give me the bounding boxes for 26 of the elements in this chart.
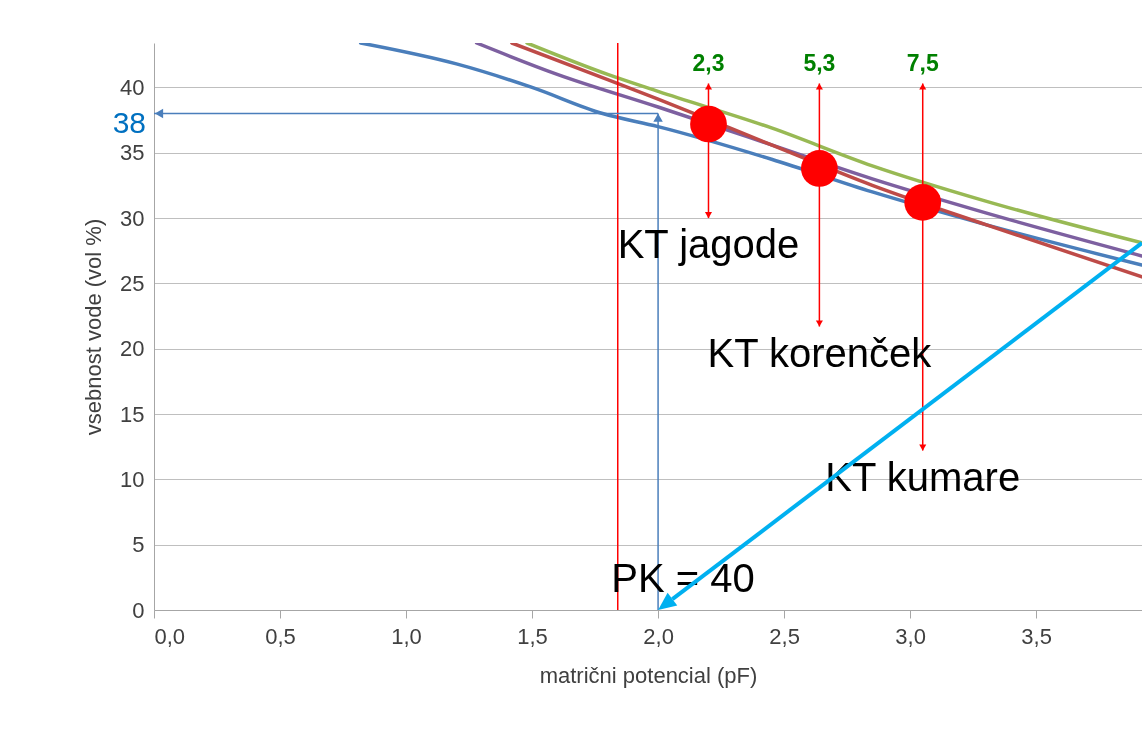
annotation: 7,5: [906, 49, 939, 76]
annotation: 2,3: [692, 49, 725, 76]
y-tick-label: 0: [132, 597, 145, 623]
x-tick-label: 2,5: [769, 623, 800, 649]
x-tick-label: 3,5: [1021, 623, 1052, 649]
y-tick-label: 20: [120, 336, 145, 362]
y-tick-label: 35: [120, 140, 145, 166]
ref-line-label: 38: [112, 105, 146, 139]
x-tick-label: 3,0: [895, 623, 926, 649]
x-tick-label: 0,0: [154, 623, 186, 649]
y-tick-label: 25: [120, 270, 145, 296]
annotation: 5,3: [803, 49, 836, 76]
point: [690, 105, 727, 143]
x-tick-label: 0,5: [265, 623, 296, 649]
y-tick-label: 10: [120, 466, 145, 492]
y-tick-label: 40: [120, 74, 145, 100]
point: [904, 184, 942, 221]
x-tick-label: 1,5: [517, 623, 548, 649]
y-axis-title: vsebnost vode (vol %): [81, 218, 107, 436]
y-tick-label: 5: [132, 532, 145, 558]
x-axis-title: matrični potencial (pF): [539, 662, 758, 688]
x-tick-label: 2,0: [643, 623, 674, 649]
y-tick-label: 15: [120, 401, 145, 427]
y-tick-label: 30: [120, 205, 145, 231]
x-tick-label: 1,0: [391, 623, 422, 649]
point: [801, 150, 838, 187]
